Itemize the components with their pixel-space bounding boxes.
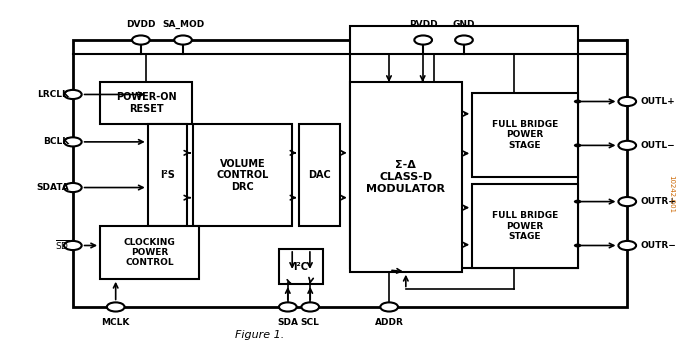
Circle shape — [618, 97, 636, 106]
Bar — [100, 226, 199, 279]
Text: VOLUME
CONTROL
DRC: VOLUME CONTROL DRC — [216, 159, 269, 192]
Text: Figure 1.: Figure 1. — [235, 330, 284, 340]
Circle shape — [574, 200, 581, 204]
Circle shape — [618, 241, 636, 250]
Text: SDA: SDA — [278, 318, 298, 327]
Circle shape — [279, 302, 297, 312]
Bar — [472, 93, 578, 177]
Circle shape — [302, 302, 319, 312]
Text: OUTR+: OUTR+ — [641, 197, 677, 206]
Bar — [279, 249, 323, 284]
Text: ADDR: ADDR — [374, 318, 403, 327]
Text: OUTR−: OUTR− — [641, 241, 677, 250]
Bar — [100, 82, 192, 124]
Bar — [148, 124, 187, 226]
Text: PVDD: PVDD — [409, 20, 438, 29]
Bar — [193, 124, 292, 226]
Bar — [350, 82, 462, 272]
Circle shape — [132, 35, 150, 45]
Circle shape — [574, 99, 581, 103]
Circle shape — [618, 197, 636, 206]
Text: BCLK: BCLK — [43, 137, 69, 146]
Text: FULL BRIDGE
POWER
STAGE: FULL BRIDGE POWER STAGE — [492, 120, 558, 150]
Text: POWER-ON
RESET: POWER-ON RESET — [115, 92, 177, 114]
Text: $\overline{\mathrm{SD}}$: $\overline{\mathrm{SD}}$ — [55, 239, 69, 252]
Circle shape — [64, 241, 82, 250]
Text: Σ-Δ
CLASS-D
MODULATOR: Σ-Δ CLASS-D MODULATOR — [366, 160, 445, 194]
Text: CLOCKING
POWER
CONTROL: CLOCKING POWER CONTROL — [124, 238, 175, 267]
Circle shape — [107, 302, 124, 312]
Circle shape — [64, 183, 82, 192]
Text: I²S: I²S — [160, 170, 174, 180]
Text: SDATA: SDATA — [36, 183, 69, 192]
Circle shape — [455, 35, 473, 45]
Circle shape — [414, 35, 432, 45]
Circle shape — [574, 244, 581, 247]
Text: OUTL+: OUTL+ — [641, 97, 675, 106]
Text: MCLK: MCLK — [102, 318, 130, 327]
Text: DVDD: DVDD — [126, 20, 155, 29]
Circle shape — [381, 302, 398, 312]
Bar — [350, 26, 578, 268]
Bar — [300, 124, 340, 226]
Circle shape — [618, 141, 636, 150]
Text: GND: GND — [453, 20, 475, 29]
Bar — [472, 184, 578, 268]
Text: OUTL−: OUTL− — [641, 141, 675, 150]
Circle shape — [64, 90, 82, 99]
Text: LRCLK: LRCLK — [37, 90, 69, 99]
Text: I²C: I²C — [293, 262, 308, 272]
Circle shape — [64, 137, 82, 147]
Circle shape — [174, 35, 192, 45]
Circle shape — [574, 143, 581, 147]
Text: 10242-001: 10242-001 — [668, 176, 675, 213]
Bar — [73, 40, 627, 307]
Text: DAC: DAC — [308, 170, 331, 180]
Text: SCL: SCL — [301, 318, 319, 327]
Text: FULL BRIDGE
POWER
STAGE: FULL BRIDGE POWER STAGE — [492, 211, 558, 241]
Text: SA_MOD: SA_MOD — [162, 20, 204, 29]
